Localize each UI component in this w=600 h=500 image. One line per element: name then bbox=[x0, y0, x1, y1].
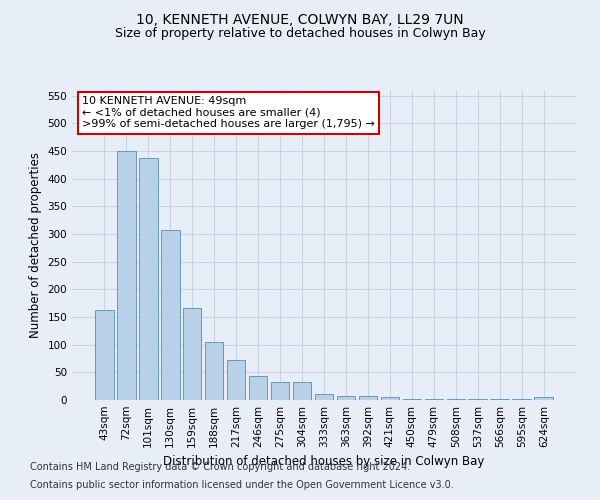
Text: 10 KENNETH AVENUE: 49sqm
← <1% of detached houses are smaller (4)
>99% of semi-d: 10 KENNETH AVENUE: 49sqm ← <1% of detach… bbox=[82, 96, 375, 130]
Bar bbox=[535, 397, 553, 400]
Y-axis label: Number of detached properties: Number of detached properties bbox=[29, 152, 42, 338]
Bar bbox=[425, 399, 443, 400]
Text: Contains public sector information licensed under the Open Government Licence v3: Contains public sector information licen… bbox=[30, 480, 454, 490]
Bar bbox=[249, 376, 268, 400]
Bar bbox=[469, 399, 487, 400]
Bar bbox=[271, 382, 289, 400]
Bar bbox=[227, 360, 245, 400]
Bar bbox=[161, 230, 179, 400]
Bar bbox=[139, 158, 158, 400]
Bar bbox=[205, 342, 223, 400]
Bar bbox=[95, 310, 113, 400]
Bar bbox=[293, 382, 311, 400]
Bar bbox=[337, 396, 355, 400]
Bar bbox=[403, 399, 421, 400]
Text: Contains HM Land Registry data © Crown copyright and database right 2024.: Contains HM Land Registry data © Crown c… bbox=[30, 462, 410, 472]
Bar bbox=[314, 394, 334, 400]
Bar bbox=[183, 308, 202, 400]
Bar bbox=[512, 399, 531, 400]
Bar bbox=[117, 151, 136, 400]
Bar bbox=[359, 396, 377, 400]
Text: 10, KENNETH AVENUE, COLWYN BAY, LL29 7UN: 10, KENNETH AVENUE, COLWYN BAY, LL29 7UN bbox=[136, 12, 464, 26]
X-axis label: Distribution of detached houses by size in Colwyn Bay: Distribution of detached houses by size … bbox=[163, 456, 485, 468]
Bar bbox=[380, 397, 399, 400]
Bar bbox=[446, 399, 465, 400]
Bar bbox=[490, 399, 509, 400]
Text: Size of property relative to detached houses in Colwyn Bay: Size of property relative to detached ho… bbox=[115, 28, 485, 40]
